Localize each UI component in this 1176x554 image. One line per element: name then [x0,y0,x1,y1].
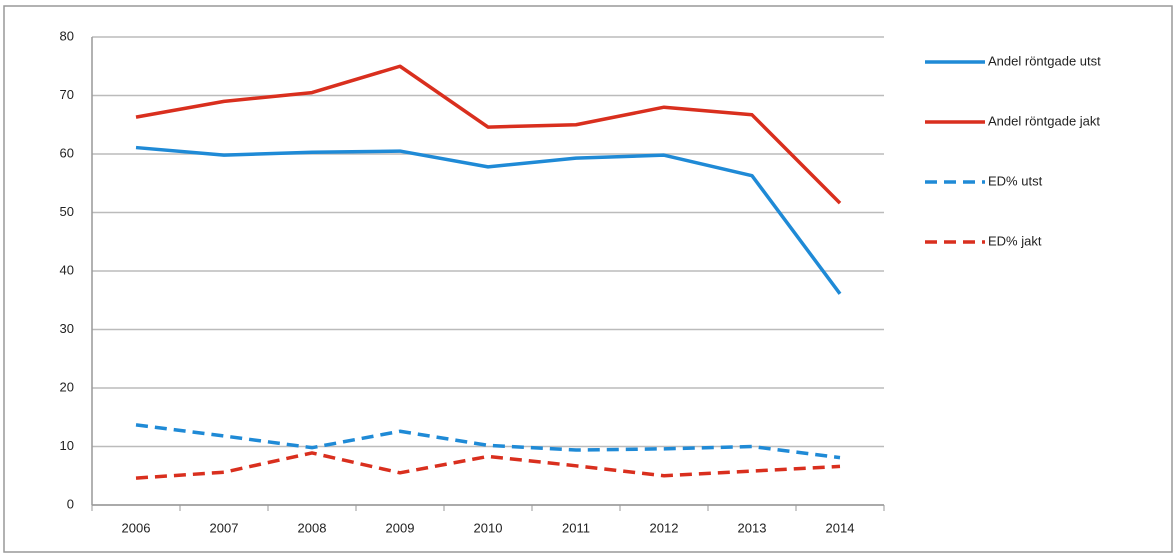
series-line [135,451,841,480]
series-line [135,423,841,460]
x-tick-label: 2013 [738,520,767,535]
y-tick-label: 80 [60,28,74,43]
y-tick-label: 60 [60,145,74,160]
x-tick-label: 2007 [210,520,239,535]
x-tick-label: 2012 [650,520,679,535]
legend-label: Andel röntgade jakt [988,113,1100,128]
y-tick-label: 40 [60,262,74,277]
y-tick-label: 20 [60,379,74,394]
y-tick-label: 0 [67,496,74,511]
x-tick-label: 2014 [826,520,855,535]
series-line [135,145,842,295]
legend-label: Andel röntgade utst [988,53,1101,68]
x-tick-label: 2006 [122,520,151,535]
series-line [135,64,842,205]
y-tick-label: 50 [60,204,74,219]
y-tick-label: 70 [60,87,74,102]
y-tick-label: 10 [60,438,74,453]
x-tick-label: 2010 [474,520,503,535]
x-tick-label: 2011 [562,520,590,535]
x-tick-label: 2008 [298,520,327,535]
legend-label: ED% jakt [988,233,1042,248]
chart-frame [3,5,1173,553]
y-tick-label: 30 [60,321,74,336]
legend-label: ED% utst [988,173,1043,188]
x-tick-label: 2009 [386,520,415,535]
